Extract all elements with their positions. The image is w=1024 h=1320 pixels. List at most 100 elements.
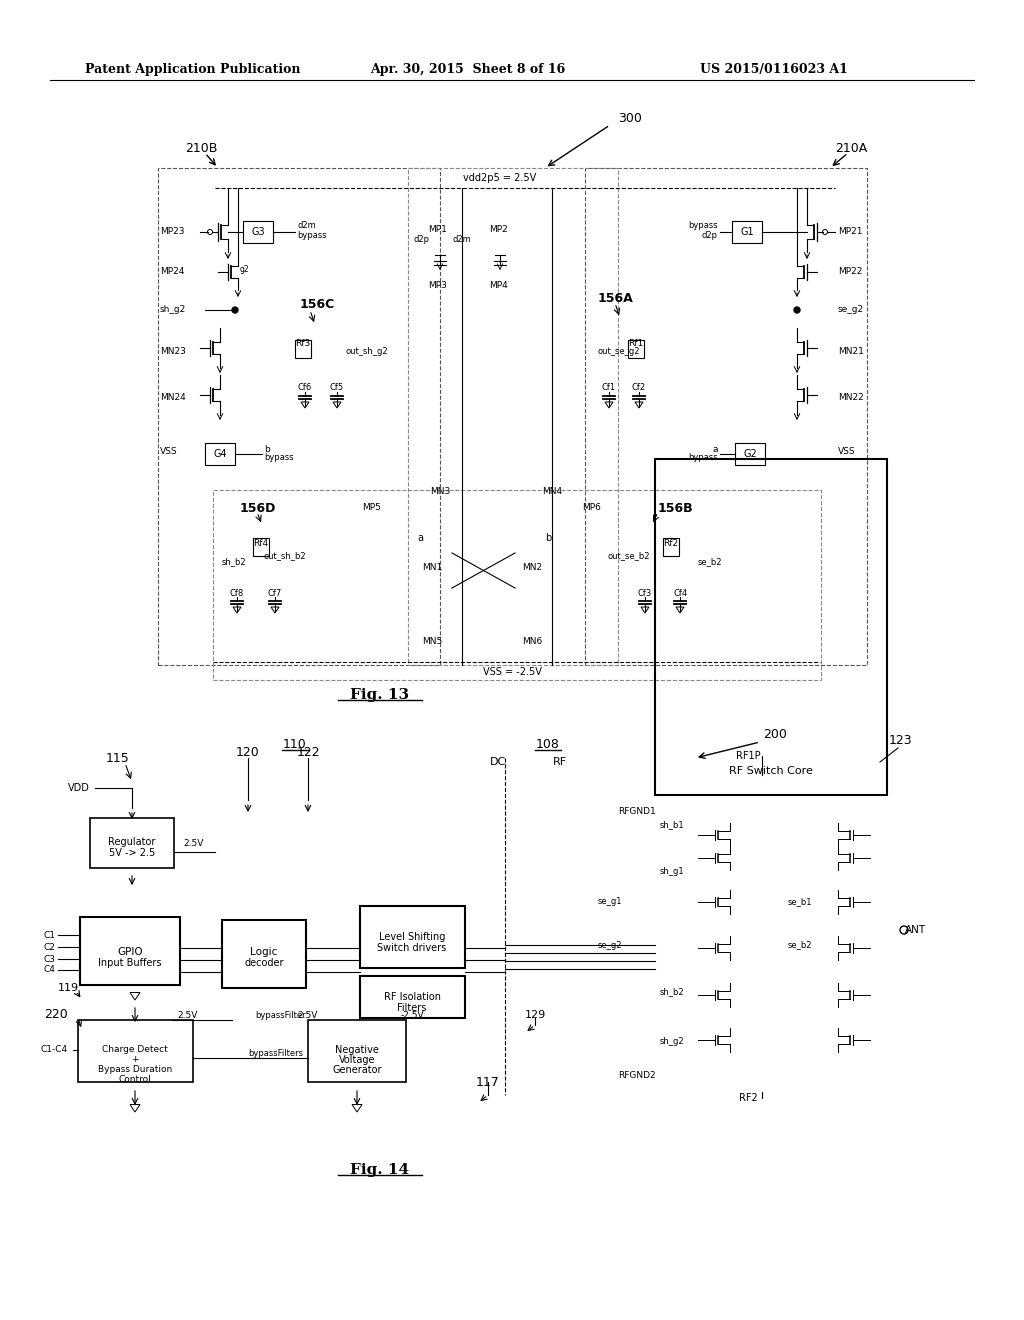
Text: 122: 122	[296, 746, 319, 759]
Text: bypassFilter: bypassFilter	[255, 1011, 305, 1019]
Bar	[732, 220, 762, 243]
Text: MN5: MN5	[422, 638, 442, 647]
Bar	[585, 168, 867, 665]
Text: g2: g2	[240, 264, 250, 273]
Text: Control: Control	[119, 1076, 152, 1085]
Text: MP4: MP4	[488, 281, 507, 289]
Text: decoder: decoder	[245, 958, 284, 968]
Text: bypass: bypass	[688, 454, 718, 462]
Text: Rf2: Rf2	[663, 539, 678, 548]
Text: 115: 115	[106, 751, 130, 764]
Text: Cf3: Cf3	[638, 589, 652, 598]
Text: Cf5: Cf5	[330, 384, 344, 392]
Text: 200: 200	[763, 729, 786, 742]
Text: MN6: MN6	[522, 638, 542, 647]
Text: vdd2p5 = 2.5V: vdd2p5 = 2.5V	[464, 173, 537, 183]
Text: MN2: MN2	[522, 564, 542, 573]
Text: 210A: 210A	[835, 141, 867, 154]
Text: 156A: 156A	[598, 292, 634, 305]
Text: VSS = -2.5V: VSS = -2.5V	[482, 667, 542, 677]
Text: sh_b1: sh_b1	[660, 821, 685, 829]
Text: DC: DC	[489, 756, 506, 767]
Text: 110: 110	[283, 738, 307, 751]
Text: d2m: d2m	[297, 222, 315, 231]
Text: a: a	[417, 533, 423, 543]
Text: 117: 117	[476, 1076, 500, 1089]
Text: b: b	[545, 533, 551, 543]
Text: VSS: VSS	[160, 447, 177, 457]
Text: 123: 123	[888, 734, 911, 747]
Text: C1: C1	[43, 931, 55, 940]
Text: out_sh_b2: out_sh_b2	[263, 552, 305, 561]
Text: bypass: bypass	[688, 222, 718, 231]
Text: 2.5V: 2.5V	[298, 1011, 318, 1019]
Bar	[308, 1020, 406, 1082]
Text: MP1: MP1	[429, 226, 447, 235]
Text: Logic: Logic	[250, 946, 278, 957]
Text: 5V -> 2.5: 5V -> 2.5	[109, 847, 155, 858]
Text: Cf6: Cf6	[298, 384, 312, 392]
Polygon shape	[635, 403, 643, 408]
Text: b: b	[264, 445, 269, 454]
Text: Patent Application Publication: Patent Application Publication	[85, 63, 300, 77]
Text: Input Buffers: Input Buffers	[98, 958, 162, 968]
Text: ANT: ANT	[905, 925, 926, 935]
Text: Cf8: Cf8	[230, 589, 245, 598]
Circle shape	[232, 308, 238, 313]
Text: Regulator: Regulator	[109, 837, 156, 847]
Bar	[205, 444, 234, 465]
Text: 119: 119	[57, 983, 79, 993]
Text: 129: 129	[524, 1010, 546, 1020]
Text: MP24: MP24	[160, 268, 184, 276]
Text: MN22: MN22	[838, 393, 864, 403]
Text: MN3: MN3	[430, 487, 451, 496]
Text: Switch drivers: Switch drivers	[378, 942, 446, 953]
Text: 156C: 156C	[300, 298, 335, 312]
Polygon shape	[333, 403, 341, 408]
Text: 156D: 156D	[240, 502, 276, 515]
Bar	[78, 1020, 193, 1082]
Text: +: +	[131, 1056, 138, 1064]
Text: Voltage: Voltage	[339, 1055, 375, 1065]
Text: Cf2: Cf2	[632, 384, 646, 392]
Text: 156B: 156B	[658, 502, 693, 515]
Bar	[213, 490, 821, 680]
Text: sh_g2: sh_g2	[660, 1038, 685, 1047]
Text: out_se_g2: out_se_g2	[598, 347, 640, 356]
Text: d2p: d2p	[414, 235, 430, 244]
Text: bypassFilters: bypassFilters	[248, 1048, 303, 1057]
Text: Fig. 13: Fig. 13	[350, 688, 410, 702]
Polygon shape	[641, 607, 649, 612]
Text: sh_b2: sh_b2	[660, 987, 685, 997]
Text: MN23: MN23	[160, 347, 186, 356]
Bar	[360, 975, 465, 1018]
Text: Cf4: Cf4	[673, 589, 687, 598]
Text: RFGND2: RFGND2	[618, 1071, 655, 1080]
Text: bypass: bypass	[264, 454, 294, 462]
Text: d2p: d2p	[702, 231, 718, 240]
Polygon shape	[271, 607, 279, 612]
Text: G1: G1	[740, 227, 754, 238]
Text: Rf4: Rf4	[253, 539, 268, 548]
Polygon shape	[130, 1105, 140, 1111]
Text: MP6: MP6	[583, 503, 601, 512]
Text: Bypass Duration: Bypass Duration	[98, 1065, 172, 1074]
Text: Fig. 14: Fig. 14	[350, 1163, 410, 1177]
Text: sh_b2: sh_b2	[222, 557, 247, 566]
Polygon shape	[605, 403, 613, 408]
Text: -2.5V: -2.5V	[400, 1011, 424, 1019]
Text: C4: C4	[43, 965, 55, 974]
Bar	[90, 818, 174, 869]
Text: RF: RF	[553, 756, 567, 767]
Text: Rf3: Rf3	[295, 339, 310, 348]
Polygon shape	[352, 1105, 362, 1111]
Text: GPIO: GPIO	[117, 946, 142, 957]
Text: Generator: Generator	[332, 1065, 382, 1074]
Circle shape	[794, 308, 800, 313]
Text: Apr. 30, 2015  Sheet 8 of 16: Apr. 30, 2015 Sheet 8 of 16	[370, 63, 565, 77]
Bar	[735, 444, 765, 465]
Text: Cf7: Cf7	[268, 589, 283, 598]
Text: 2.5V: 2.5V	[184, 840, 204, 849]
Polygon shape	[676, 607, 684, 612]
Text: bypass: bypass	[297, 231, 327, 240]
